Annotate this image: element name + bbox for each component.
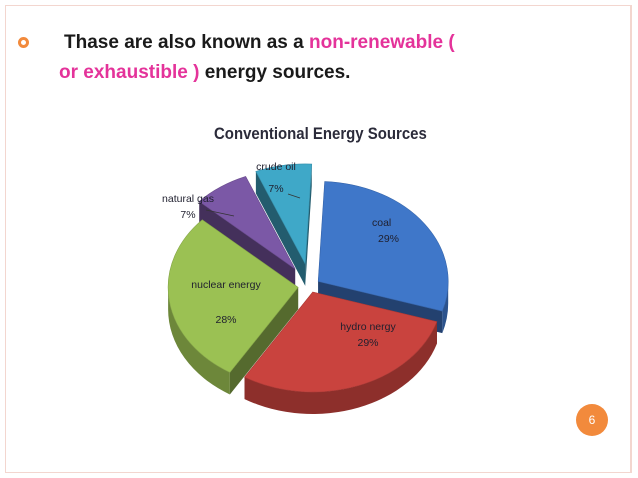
bullet-highlight-2: or exhaustible ): [59, 62, 200, 83]
slice-label-coal: coal: [372, 217, 391, 229]
chart-title: Conventional Energy Sources: [214, 124, 427, 143]
pie-slice-coal: [317, 181, 449, 312]
bullet-tail-text: energy sources.: [204, 62, 351, 83]
slice-value-nuclear-energy: 28%: [215, 314, 236, 326]
pie-slice-crude-oil: [255, 163, 313, 265]
slide-frame: [5, 5, 631, 473]
pie-slice-side-crude-oil-wall-1: [305, 164, 312, 286]
pie-slice-side-nuclear-energy-outer-0: [168, 287, 230, 395]
leader-line-natural-gas: [205, 209, 235, 217]
slice-value-coal: 29%: [378, 233, 399, 245]
bullet-lead-text: Thase are also known as a: [64, 32, 304, 53]
bullet-line-2: or exhaustible ) energy sources.: [59, 58, 578, 88]
page-number-badge: 6: [576, 404, 608, 436]
pie-slice-side-nuclear-energy-wall-0: [229, 287, 299, 395]
slide-border: [631, 5, 632, 473]
pie-chart: Conventional Energy Sources coal 29% hydro…: [150, 118, 470, 428]
bullet-highlight-1: non-renewable (: [309, 32, 455, 53]
slice-label-nuclear-energy: nuclear energy: [191, 279, 261, 291]
bullet-text: Thase are also known as a non-renewable …: [59, 28, 578, 88]
slice-label-crude-oil: crude oil: [256, 161, 296, 173]
pie-slice-side-crude-oil-wall-0: [255, 171, 306, 286]
leader-line-crude-oil: [287, 193, 301, 199]
pie-chart-svg: coal 29% hydro nergy 29% nuclear energy 28% na…: [162, 161, 449, 414]
slice-label-natural-gas: natural gas: [162, 193, 214, 205]
slice-label-hydro-nergy: hydro nergy: [340, 321, 396, 333]
slice-value-natural-gas: 7%: [180, 209, 195, 221]
pie-slice-side-coal-outer-0: [442, 281, 449, 334]
pie-slice-nuclear-energy: [167, 219, 299, 373]
pie-slice-hydro-nergy: [244, 291, 438, 393]
pie-slice-natural-gas: [198, 176, 296, 270]
slice-value-crude-oil: 7%: [268, 183, 283, 195]
slice-value-hydro-nergy: 29%: [357, 337, 378, 349]
bullet-ring-icon: [18, 37, 29, 48]
bullet-item: Thase are also known as a non-renewable …: [18, 28, 578, 88]
